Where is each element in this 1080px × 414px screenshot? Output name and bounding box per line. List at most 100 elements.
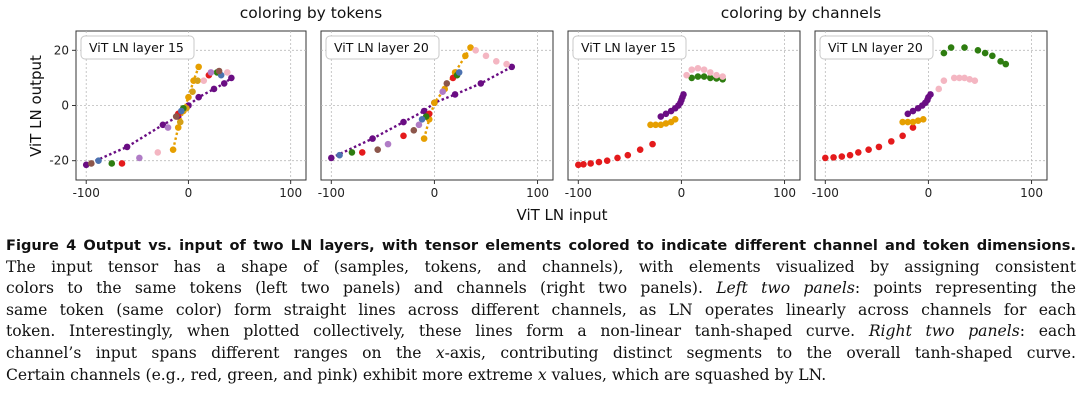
data-point [694, 73, 702, 80]
data-point [614, 154, 621, 162]
series-token-blue [95, 71, 225, 164]
data-point [1002, 60, 1010, 68]
data-point [981, 49, 989, 57]
data-point [195, 93, 202, 101]
data-point [415, 121, 423, 129]
caption-line: colors to the same tokens (left two pane… [6, 278, 1076, 300]
data-point [940, 49, 948, 57]
caption-text: values, which are squashed by LN. [546, 365, 827, 384]
data-point [328, 154, 335, 162]
panel-title-frame [325, 35, 440, 60]
data-point [909, 124, 917, 131]
data-point [108, 160, 116, 167]
data-point [875, 143, 883, 151]
data-point [636, 146, 644, 153]
data-point [888, 138, 895, 145]
caption-line: channel’s input spans different ranges o… [6, 343, 1076, 365]
data-point [688, 66, 696, 73]
series-token-pink [154, 69, 231, 156]
caption-text: -axis, contributing distinct segments to… [444, 343, 1076, 362]
series-token-brown [88, 67, 223, 167]
data-point [118, 160, 126, 167]
data-point [348, 149, 356, 156]
data-point [947, 44, 955, 51]
series-dotted-line [330, 65, 513, 160]
data-point [865, 146, 872, 153]
x-tick-label: 0 [185, 186, 193, 200]
data-point [989, 52, 996, 60]
data-point [410, 127, 418, 134]
caption-line: Certain channels (e.g., red, green, and … [6, 365, 1076, 387]
data-point [176, 118, 184, 126]
panel-title-frame [80, 35, 195, 60]
panel-title-box: ViT LN layer 20 [325, 35, 440, 60]
data-point [172, 113, 180, 120]
data-point [662, 110, 670, 118]
data-point [508, 63, 516, 71]
panel-title-frame [819, 35, 934, 60]
x-tick-label: 100 [773, 186, 796, 200]
y-tick-label: 0 [61, 99, 69, 113]
series-channel-green [940, 44, 1010, 68]
caption-text: : each [1019, 322, 1076, 341]
data-point [997, 58, 1004, 65]
series-channel-purple [657, 91, 687, 120]
y-tick-label: -20 [49, 154, 69, 168]
series-channel-green [688, 73, 726, 83]
data-point [919, 115, 927, 123]
series-dotted-line [171, 66, 200, 150]
data-point [657, 121, 665, 129]
data-point [662, 120, 670, 127]
data-point [927, 91, 934, 98]
panel-title-box: ViT LN layer 15 [80, 35, 195, 60]
caption-line: The input tensor has a shape of (samples… [6, 257, 1076, 279]
x-tick-label: -100 [565, 186, 592, 200]
data-point [904, 110, 912, 118]
data-point [683, 71, 690, 79]
data-point [935, 85, 943, 93]
data-point [207, 69, 215, 76]
data-point [420, 135, 428, 142]
data-point [174, 124, 182, 131]
data-point [587, 160, 594, 167]
caption-bold-text: Figure 4 Output vs. input of two LN laye… [6, 237, 1076, 254]
data-point [974, 47, 982, 54]
data-point [169, 146, 177, 153]
data-point [420, 107, 428, 115]
data-point [374, 146, 382, 153]
panel-title-frame [572, 35, 687, 60]
series-channel-orange [899, 115, 927, 126]
data-point [700, 73, 708, 80]
data-point [95, 157, 102, 164]
series-channel-orange [647, 115, 679, 129]
panel-title: ViT LN layer 15 [89, 40, 184, 55]
data-point [418, 115, 426, 123]
data-point [164, 124, 172, 131]
data-point [482, 52, 490, 60]
data-point [899, 118, 906, 126]
data-point [215, 67, 223, 75]
caption-text: token. Interestingly, when plotted colle… [6, 322, 869, 341]
caption-text: The input tensor has a shape of (samples… [6, 257, 1076, 276]
data-point [595, 158, 603, 166]
data-point [431, 99, 438, 107]
data-point [909, 107, 917, 115]
caption-text: x [435, 343, 445, 362]
x-tick-label: -100 [73, 186, 100, 200]
data-point [136, 154, 143, 162]
series-dotted-line [85, 76, 233, 166]
data-point [575, 161, 582, 169]
caption-body: The input tensor has a shape of (samples… [6, 257, 1076, 387]
data-point [940, 77, 948, 84]
data-point [719, 73, 726, 80]
x-tick-label: 100 [279, 186, 302, 200]
data-point [400, 132, 407, 140]
data-point [154, 149, 162, 156]
caption-text: same token (same color) form straight li… [6, 300, 1076, 319]
group-title-channels: coloring by channels [721, 4, 881, 22]
data-point [688, 74, 696, 82]
data-point [671, 115, 679, 123]
caption-text: Right two panels [868, 322, 1020, 341]
caption-text: colors to the same tokens (left two pane… [6, 279, 717, 298]
